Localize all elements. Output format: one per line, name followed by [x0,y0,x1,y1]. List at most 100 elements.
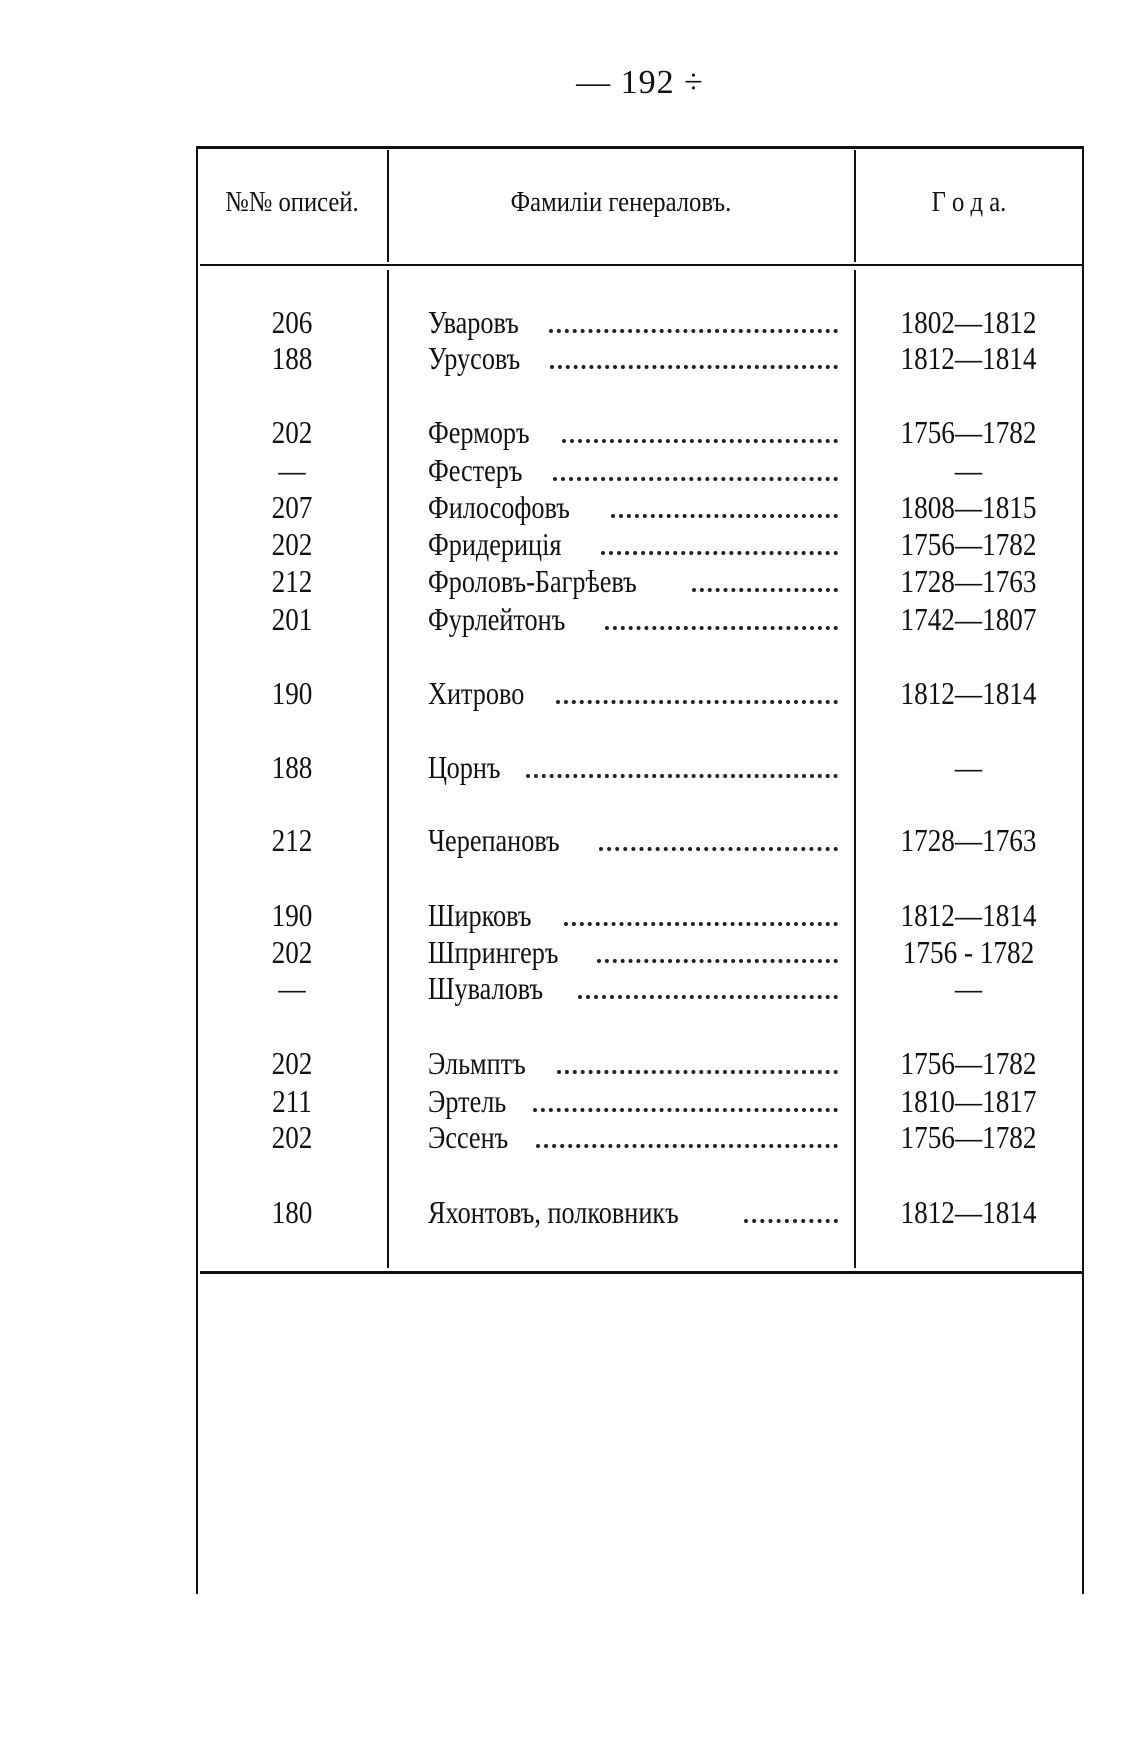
dot-leader [535,1144,838,1148]
table-row: 212 Черепановъ 1728—1763 [196,822,1083,858]
header-inventory-number: №№ описей. [225,186,359,218]
general-name: Урусовъ [428,340,838,378]
table-row: 202 Ферморъ 1756—1782 [196,414,1083,450]
general-name-text: Фридериція [428,526,562,562]
table-row: — Шуваловъ — [196,970,1083,1006]
general-name-text: Цорнъ [428,749,501,785]
years: — [954,970,983,1006]
general-name: Эльмптъ [428,1045,838,1083]
years: 1742—1807 [900,601,1037,637]
dot-leader [557,1070,838,1074]
table-row: 188 Урусовъ 1812—1814 [196,340,1083,376]
general-name-text: Ферморъ [428,414,530,450]
table-row: 212 Фроловъ-Багрѣевъ 1728—1763 [196,563,1083,599]
dot-leader [600,551,838,555]
dot-leader [533,1108,838,1112]
inventory-number: 190 [271,675,313,711]
general-name-text: Шпрингеръ [428,934,559,970]
table-right-border [1082,146,1084,1594]
inventory-number: — [278,970,306,1006]
table-row: 202 Эльмптъ 1756—1782 [196,1045,1083,1081]
inventory-number: 207 [271,489,313,525]
inventory-number: 188 [271,340,313,376]
header-years: Г о д а. [931,186,1007,218]
inventory-number: 188 [271,749,313,785]
general-name: Эртель [428,1083,838,1121]
inventory-number: 201 [271,601,313,637]
inventory-number: 212 [271,822,313,858]
years: 1756—1782 [900,414,1037,450]
general-name-text: Фурлейтонъ [428,601,566,637]
page-number: — 192 ÷ [576,64,704,101]
general-name-text: Хитрово [428,675,525,711]
table-row: 202 Шпрингеръ 1756 - 1782 [196,934,1083,970]
general-name-text: Урусовъ [428,340,521,376]
general-name: Эссенъ [428,1119,838,1157]
table-row: 190 Ширковъ 1812—1814 [196,897,1083,933]
years: 1808—1815 [900,489,1037,525]
table-row: — Фестеръ — [196,452,1083,488]
inventory-number: 180 [271,1194,313,1230]
inventory-number: 202 [271,934,313,970]
years: 1756—1782 [900,1119,1037,1155]
general-name: Фестеръ [428,452,838,490]
years: — [954,452,983,488]
column-divider-1-body [387,270,389,1268]
dot-leader [550,365,838,369]
years: 1728—1763 [900,822,1037,858]
dot-leader [553,477,838,481]
dot-leader [743,1219,838,1223]
years: 1812—1814 [900,897,1037,933]
years: 1756 - 1782 [902,934,1035,970]
table-row: 180 Яхонтовъ, полковникъ 1812—1814 [196,1194,1083,1230]
header-general-names: Фамиліи генераловъ. [510,186,732,218]
table-row: 201 Фурлейтонъ 1742—1807 [196,601,1083,637]
table-left-border [196,146,198,1594]
dot-leader [578,995,838,999]
general-name: Философовъ [428,489,838,527]
general-name-text: Шуваловъ [428,970,544,1006]
inventory-number: 202 [271,526,313,562]
table-row: 202 Эссенъ 1756—1782 [196,1119,1083,1155]
dot-leader [605,626,838,630]
general-name-text: Эльмптъ [428,1045,526,1081]
general-name-text: Философовъ [428,489,570,525]
inventory-number: 206 [271,304,313,340]
column-divider-1 [387,150,389,262]
column-divider-2 [854,150,856,262]
general-name-text: Фроловъ-Багрѣевъ [428,563,637,599]
general-name-text: Ширковъ [428,897,532,933]
years: 1810—1817 [900,1083,1037,1119]
years: 1728—1763 [900,563,1037,599]
dot-leader [555,700,838,704]
years: 1812—1814 [900,675,1037,711]
general-name: Ферморъ [428,414,838,452]
years: 1812—1814 [900,340,1037,376]
dot-leader [548,329,838,333]
table-row: 188 Цорнъ — [196,749,1083,785]
general-name-text: Эртель [428,1083,507,1119]
inventory-number: 202 [271,414,313,450]
table-row: 190 Хитрово 1812—1814 [196,675,1083,711]
inventory-number: — [278,452,306,488]
inventory-number: 212 [271,563,313,599]
years: 1756—1782 [900,526,1037,562]
general-name: Шпрингеръ [428,934,838,972]
general-name: Черепановъ [428,822,838,860]
years: 1756—1782 [900,1045,1037,1081]
general-name-text: Фестеръ [428,452,523,488]
table-row: 202 Фридериція 1756—1782 [196,526,1083,562]
inventory-number: 202 [271,1045,313,1081]
inventory-number: 202 [271,1119,313,1155]
header-bottom-rule [200,264,1082,266]
table-row: 211 Эртель 1810—1817 [196,1083,1083,1119]
years: — [954,749,983,785]
general-name: Ширковъ [428,897,838,935]
years: 1812—1814 [900,1194,1037,1230]
dot-leader [692,588,838,592]
general-name-text: Эссенъ [428,1119,509,1155]
table-top-rule [196,146,1084,149]
general-name: Шуваловъ [428,970,838,1008]
general-name: Фроловъ-Багрѣевъ [428,563,838,601]
general-name-text: Уваровъ [428,304,519,340]
